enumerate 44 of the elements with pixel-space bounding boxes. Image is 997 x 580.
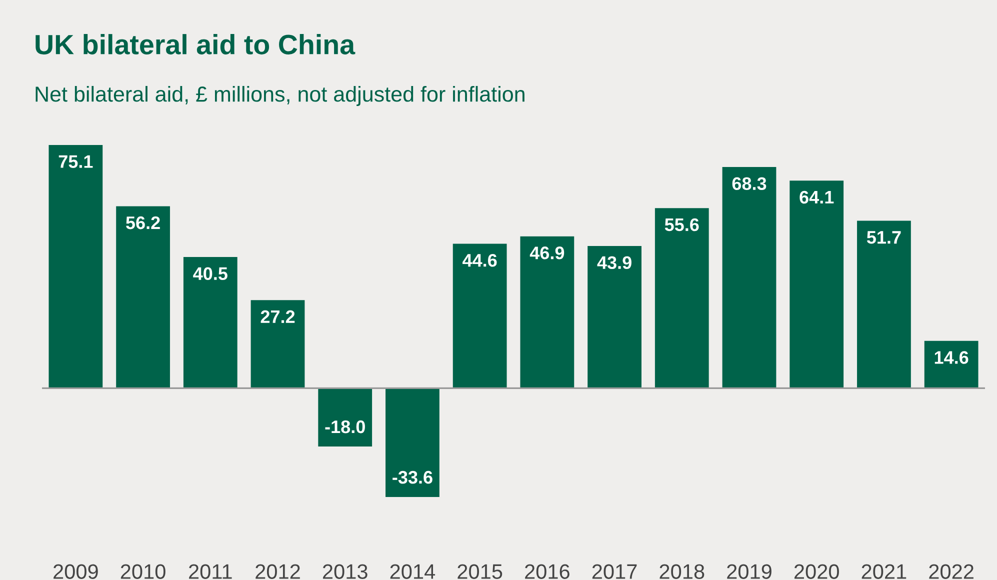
data-label: 56.2 bbox=[126, 216, 160, 230]
bar bbox=[183, 257, 238, 388]
data-label: 44.6 bbox=[462, 254, 497, 267]
bar bbox=[452, 244, 507, 388]
x-tick-label: 2013 bbox=[322, 564, 368, 579]
bar bbox=[116, 206, 170, 388]
data-label: -33.6 bbox=[392, 470, 432, 484]
data-label: 43.9 bbox=[597, 256, 632, 270]
x-tick-label: 2011 bbox=[189, 564, 232, 579]
x-tick-label: 2021 bbox=[862, 564, 906, 579]
chart-title: UK bilateral aid to China bbox=[36, 34, 356, 54]
x-tick-label: 2009 bbox=[54, 564, 98, 579]
x-tick-label: 2010 bbox=[120, 564, 166, 579]
x-tick-label: 2022 bbox=[929, 564, 974, 579]
data-label: 14.6 bbox=[934, 351, 968, 364]
bar bbox=[857, 220, 911, 388]
data-label: 46.9 bbox=[530, 246, 564, 260]
bar bbox=[588, 246, 642, 388]
x-tick-label: 2012 bbox=[256, 564, 300, 579]
x-tick-label: 2019 bbox=[727, 564, 772, 579]
data-label: 64.1 bbox=[800, 190, 834, 204]
data-label: -18.0 bbox=[325, 420, 365, 434]
bar bbox=[48, 145, 103, 388]
x-tick-label: 2014 bbox=[390, 564, 436, 579]
bar bbox=[654, 208, 709, 388]
bar bbox=[250, 300, 305, 388]
chart-subtitle: Net bilateral aid, £ millions, not adjusted for inflation bbox=[36, 86, 524, 106]
bar bbox=[318, 388, 372, 446]
x-tick-label: 2020 bbox=[794, 564, 839, 579]
bar bbox=[520, 236, 574, 388]
data-label: 55.6 bbox=[664, 218, 699, 232]
data-label: 68.3 bbox=[732, 177, 766, 190]
bar bbox=[790, 180, 844, 388]
x-tick-label: 2015 bbox=[458, 564, 502, 579]
data-label: 51.7 bbox=[866, 231, 901, 244]
x-tick-label: 2017 bbox=[592, 564, 637, 579]
bar bbox=[386, 388, 440, 497]
x-tick-label: 2018 bbox=[660, 564, 704, 579]
bar bbox=[924, 340, 978, 388]
bar bbox=[722, 167, 776, 388]
data-label: 40.5 bbox=[193, 267, 228, 280]
data-label: 75.1 bbox=[58, 155, 93, 168]
data-label: 27.2 bbox=[260, 310, 295, 323]
x-tick-label: 2016 bbox=[525, 564, 570, 579]
